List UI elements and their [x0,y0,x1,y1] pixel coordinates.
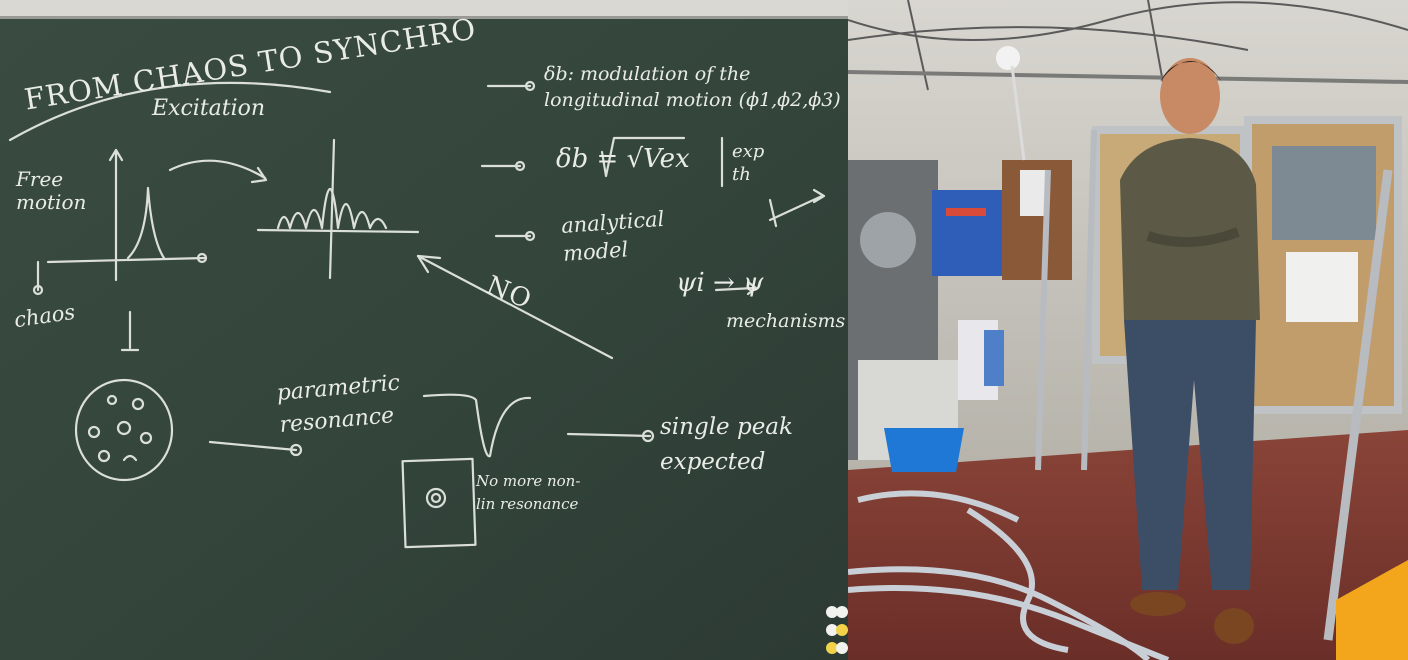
board-mechanisms: mechanisms [726,310,846,332]
hose-icon [848,490,1170,660]
lamp-icon [996,46,1020,70]
board-psi: ψi → ψ [676,268,764,298]
lab-scene [848,0,1408,660]
board-free-motion: Free motion [16,167,87,214]
poster-icon [1020,170,1048,216]
board-excitation: Excitation [152,96,266,121]
board-delta-b: δb: modulation of the longitudinal motio… [544,63,841,111]
bucket-icon [884,428,964,472]
lab-photo [848,0,1408,660]
board-parametric-resonance: parametric resonance [275,370,401,438]
board-single-peak: single peak expected [660,414,793,475]
board-analytical-model: analytical model [560,206,666,267]
board-no-more-resonance: No more non-lin resonance [476,472,581,514]
board-delta-b-formula: δb = √Vex [556,144,690,174]
cabinet-icon [932,190,1004,276]
board-exp-th: exp th [732,141,765,186]
person-icon [1120,58,1260,644]
chalkboard-photo: FROM CHAOS TO SYNCHRO Excitation Free mo… [0,0,848,660]
chalkboard-drawing [0,0,848,660]
